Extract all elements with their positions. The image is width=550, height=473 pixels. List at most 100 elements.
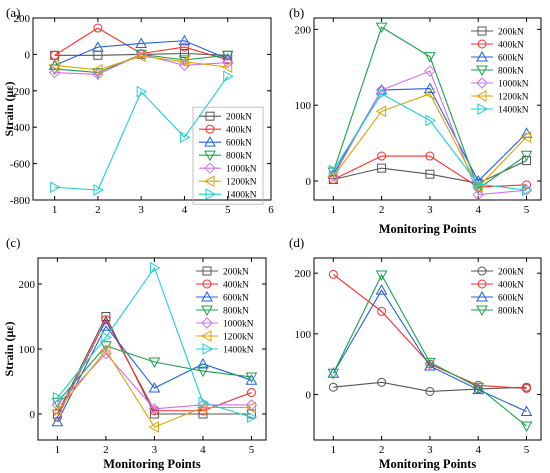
- legend-swatch-marker: [202, 266, 212, 276]
- data-point: [520, 150, 533, 162]
- legend-entry: 1000kN: [471, 77, 529, 90]
- data-point: [375, 105, 387, 118]
- data-point: [91, 64, 103, 76]
- data-point: [377, 306, 387, 316]
- legend-entry: 600kN: [471, 290, 524, 304]
- x-tick-label: 5: [225, 204, 231, 216]
- legend: 200kN 400kN 600kN 800kN 1000kN 1200kN 1400kN: [196, 266, 254, 356]
- x-tick-label: 1: [331, 204, 337, 216]
- data-point: [197, 366, 209, 378]
- legend-entry: 200kN: [471, 26, 524, 38]
- data-point: [92, 68, 104, 81]
- x-tick-label: 3: [138, 204, 144, 216]
- data-point: [148, 381, 161, 393]
- y-tick-label: 200: [14, 13, 31, 25]
- y-tick-label: -400: [10, 122, 31, 134]
- legend-entry: 1200kN: [196, 330, 254, 343]
- data-point: [520, 131, 532, 143]
- legend-entry: 800kN: [199, 150, 252, 162]
- x-tick-label: 4: [200, 444, 206, 456]
- x-tick-label: 6: [268, 204, 274, 216]
- data-point: [100, 347, 112, 360]
- plot-frame: [32, 17, 272, 201]
- legend-swatch-marker: [202, 279, 212, 289]
- series-line: [54, 55, 228, 71]
- legend-swatch-marker: [477, 279, 487, 289]
- y-axis-label: Strain (με): [2, 322, 16, 377]
- series-line: [333, 160, 527, 184]
- data-point: [50, 181, 61, 194]
- legend-label: 800kN: [226, 152, 252, 162]
- x-tick-label: 4: [475, 204, 481, 216]
- data-point: [424, 82, 436, 94]
- legend-entry: 1000kN: [199, 162, 257, 175]
- data-point: [48, 59, 60, 72]
- data-point: [135, 37, 148, 48]
- data-point: [179, 48, 189, 58]
- legend-label: 1200kN: [223, 333, 254, 343]
- legend-label: 1000kN: [226, 165, 257, 175]
- data-point: [178, 59, 191, 72]
- data-point: [179, 42, 189, 52]
- series-800kN: [327, 270, 533, 433]
- chart-panel-2: (b) 1 2 3 4 5 0 100 200 Monitoring Points 200kN 400…: [289, 5, 542, 236]
- data-point: [327, 368, 340, 380]
- series-line: [54, 40, 228, 66]
- data-point: [472, 181, 483, 193]
- data-point: [423, 87, 435, 100]
- data-point: [197, 357, 209, 369]
- legend-label: 400kN: [498, 41, 524, 51]
- data-point: [100, 320, 112, 331]
- series-line: [56, 266, 252, 418]
- x-tick-label: 1: [55, 444, 61, 456]
- series-line: [56, 345, 252, 403]
- legend-label: 800kN: [223, 307, 249, 317]
- series-1400kN: [52, 261, 258, 424]
- data-point: [472, 382, 485, 394]
- data-point: [221, 50, 234, 62]
- legend-entry: 400kN: [196, 279, 249, 291]
- series-line: [333, 155, 527, 188]
- legend-swatch-marker: [477, 266, 487, 276]
- legend-swatch-marker: [476, 290, 488, 302]
- legend-label: 200kN: [498, 268, 524, 278]
- panel-label: (b): [289, 5, 304, 20]
- legend-entry: 200kN: [199, 111, 252, 123]
- data-point: [136, 85, 148, 98]
- legend-swatch-marker: [204, 162, 216, 174]
- data-point: [377, 87, 388, 100]
- legend-label: 600kN: [498, 294, 524, 304]
- y-tick-label: -800: [10, 195, 31, 207]
- y-tick-label: 100: [295, 329, 312, 341]
- panel-label: (d): [289, 235, 304, 250]
- legend-label: 1400kN: [223, 346, 254, 356]
- data-point: [375, 22, 388, 34]
- data-point: [425, 169, 435, 179]
- panel-label: (a): [6, 5, 20, 20]
- legend-entry: 600kN: [471, 50, 524, 64]
- legend-label: 1400kN: [498, 106, 529, 116]
- chart-panel-4: (d) 1 2 3 4 5 0 100 200 Monitoring Points 200kN 400…: [289, 235, 542, 471]
- data-point: [221, 61, 233, 73]
- chart-panel-3: (c) 1 2 3 4 5 0 100 200 Monitoring Points Strain (…: [2, 235, 267, 471]
- x-axis-label: Monitoring Points: [103, 457, 201, 471]
- data-point: [51, 415, 64, 427]
- x-tick-label: 4: [182, 204, 188, 216]
- data-point: [93, 23, 103, 33]
- legend-label: 600kN: [498, 54, 524, 64]
- legend-swatch-marker: [201, 305, 213, 317]
- legend: 200kN 400kN 600kN 800kN 1000kN 1200kN 1400kN: [192, 106, 264, 205]
- legend-entry: 400kN: [471, 39, 524, 51]
- legend-label: 1000kN: [498, 80, 529, 90]
- legend-swatch-marker: [476, 77, 488, 89]
- data-point: [377, 163, 387, 173]
- series-line: [332, 93, 527, 191]
- panel-label: (c): [6, 235, 20, 250]
- legend-entry: 1200kN: [199, 175, 257, 188]
- data-point: [101, 315, 111, 325]
- legend-swatch-marker: [477, 103, 489, 115]
- x-axis-label: Monitoring Points: [379, 222, 477, 236]
- y-tick-label: 200: [295, 24, 312, 36]
- data-point: [92, 41, 104, 52]
- legend-entry: 800kN: [471, 65, 524, 77]
